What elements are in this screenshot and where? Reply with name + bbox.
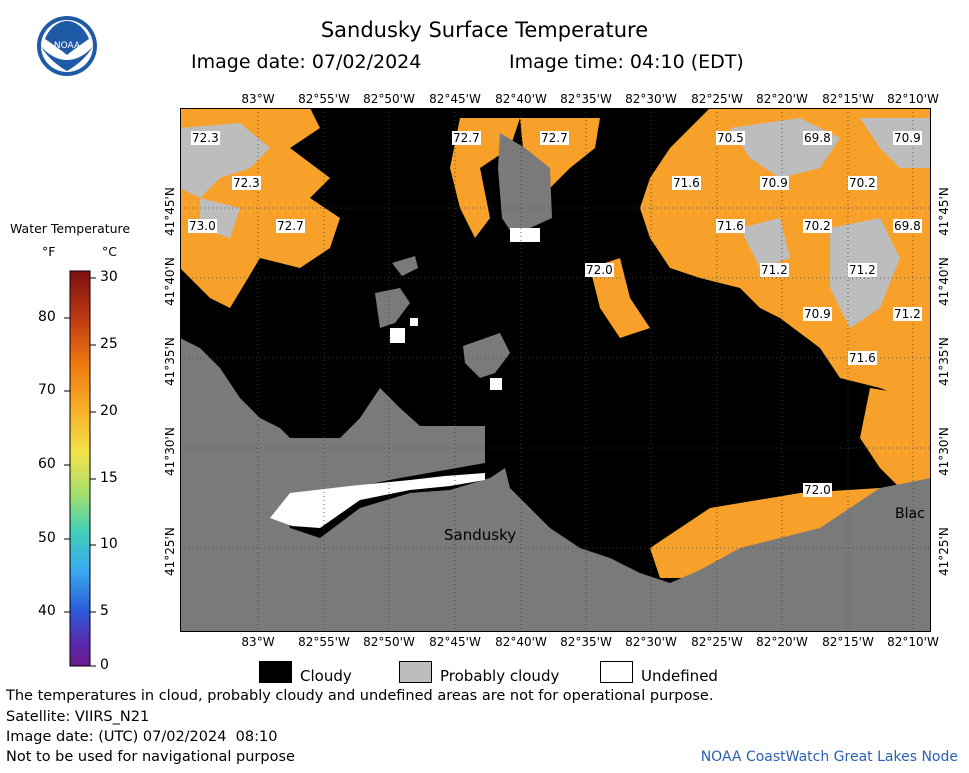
temperature-label: 71.6 — [672, 176, 701, 190]
longitude-tick-label: 82°20'W — [756, 92, 808, 106]
footer-note: The temperatures in cloud, probably clou… — [6, 688, 714, 704]
longitude-tick-label: 82°55'W — [298, 92, 350, 106]
longitude-tick-label: 83°W — [241, 92, 275, 106]
temperature-label: 71.2 — [893, 307, 922, 321]
latitude-tick-label: 41°30'N — [163, 427, 177, 476]
place-label-blac: Blac — [895, 506, 925, 522]
satellite-label: Satellite: VIIRS_N21 — [6, 709, 150, 725]
latitude-tick-label: 41°45'N — [937, 187, 951, 236]
image-time-label: Image time: 04:10 (EDT) — [509, 51, 744, 73]
colorbar-tick-label-f: 70 — [38, 382, 56, 398]
longitude-tick-label: 83°W — [241, 635, 275, 649]
longitude-tick-label: 82°45'W — [429, 92, 481, 106]
latitude-tick-label: 41°40'N — [163, 257, 177, 306]
colorbar-tick-label-c: 0 — [100, 657, 109, 673]
unit-fahrenheit: °F — [42, 244, 56, 259]
noaa-logo-icon: NOAA — [37, 16, 97, 76]
temperature-label: 72.7 — [276, 219, 305, 233]
image-date-label: Image date: 07/02/2024 — [191, 51, 422, 73]
colorbar-tick-label-c: 25 — [100, 336, 118, 352]
temperature-label: 69.8 — [893, 219, 922, 233]
temperature-label: 71.6 — [848, 351, 877, 365]
temperature-label: 71.6 — [716, 219, 745, 233]
temperature-label: 73.0 — [188, 219, 217, 233]
longitude-tick-label: 82°15'W — [822, 92, 874, 106]
latitude-tick-label: 41°40'N — [937, 257, 951, 306]
colorbar-tick-label-c: 15 — [100, 470, 118, 486]
undefined-regions — [270, 228, 540, 528]
temperature-label: 72.7 — [540, 131, 569, 145]
longitude-tick-label: 82°40'W — [495, 635, 547, 649]
legend-swatch-undefined — [600, 661, 633, 683]
colorbar-tick-label-f: 40 — [38, 603, 56, 619]
unit-celsius: °C — [102, 244, 117, 259]
longitude-tick-label: 82°50'W — [363, 92, 415, 106]
temperature-label: 71.2 — [848, 263, 877, 277]
temperature-label: 72.0 — [585, 263, 614, 277]
longitude-tick-label: 82°10'W — [887, 635, 939, 649]
longitude-tick-label: 82°25'W — [691, 92, 743, 106]
temperature-label: 70.2 — [848, 176, 877, 190]
colorbar-tick-label-c: 10 — [100, 536, 118, 552]
longitude-tick-label: 82°20'W — [756, 635, 808, 649]
longitude-tick-label: 82°35'W — [560, 92, 612, 106]
longitude-tick-label: 82°30'W — [625, 635, 677, 649]
place-label-sandusky: Sandusky — [444, 526, 517, 544]
temperature-label: 70.9 — [803, 307, 832, 321]
colorbar — [64, 270, 96, 667]
legend-swatch-probably-cloudy — [399, 661, 432, 683]
temperature-label: 70.9 — [893, 131, 922, 145]
legend-swatch-cloudy — [259, 661, 292, 683]
temperature-label: 72.3 — [191, 131, 220, 145]
latitude-tick-label: 41°25'N — [163, 527, 177, 576]
temperature-label: 72.3 — [232, 176, 261, 190]
longitude-tick-label: 82°50'W — [363, 635, 415, 649]
colorbar-tick-label-f: 80 — [38, 309, 56, 325]
colorbar-tick-label-c: 30 — [100, 269, 118, 285]
colorbar-tick-label-c: 5 — [100, 603, 109, 619]
temperature-label: 70.9 — [760, 176, 789, 190]
longitude-tick-label: 82°30'W — [625, 92, 677, 106]
temperature-label: 70.5 — [716, 131, 745, 145]
latitude-tick-label: 41°35'N — [163, 337, 177, 386]
temperature-label: 70.2 — [803, 219, 832, 233]
longitude-tick-label: 82°45'W — [429, 635, 481, 649]
colorbar-tick-label-f: 50 — [38, 530, 56, 546]
latitude-tick-label: 41°45'N — [163, 187, 177, 236]
map-frame — [180, 108, 931, 632]
colorbar-tick-label-c: 20 — [100, 403, 118, 419]
legend-label-cloudy: Cloudy — [300, 667, 352, 685]
utc-date-label: Image date: (UTC) 07/02/2024 08:10 — [6, 729, 278, 745]
longitude-tick-label: 82°15'W — [822, 635, 874, 649]
latitude-tick-label: 41°30'N — [937, 427, 951, 476]
colorbar-title: Water Temperature — [10, 221, 131, 236]
temperature-label: 72.0 — [803, 483, 832, 497]
latitude-tick-label: 41°25'N — [937, 527, 951, 576]
temperature-label: 71.2 — [760, 263, 789, 277]
temperature-label: 72.7 — [452, 131, 481, 145]
longitude-tick-label: 82°40'W — [495, 92, 547, 106]
longitude-tick-label: 82°10'W — [887, 92, 939, 106]
latitude-tick-label: 41°35'N — [937, 337, 951, 386]
legend-label-probably-cloudy: Probably cloudy — [440, 667, 560, 685]
graticule — [180, 108, 931, 632]
colorbar-tick-label-f: 60 — [38, 456, 56, 472]
longitude-tick-label: 82°35'W — [560, 635, 612, 649]
credit-link[interactable]: NOAA CoastWatch Great Lakes Node — [700, 749, 958, 765]
legend-label-undefined: Undefined — [641, 667, 718, 685]
land-regions — [180, 133, 931, 632]
page-title: Sandusky Surface Temperature — [320, 18, 649, 42]
longitude-tick-label: 82°55'W — [298, 635, 350, 649]
temperature-label: 69.8 — [803, 131, 832, 145]
longitude-tick-label: 82°25'W — [691, 635, 743, 649]
temperature-map — [180, 108, 931, 632]
nav-warning: Not to be used for navigational purpose — [6, 749, 295, 765]
svg-text:NOAA: NOAA — [54, 41, 81, 51]
colorbar-gradient — [69, 270, 91, 667]
